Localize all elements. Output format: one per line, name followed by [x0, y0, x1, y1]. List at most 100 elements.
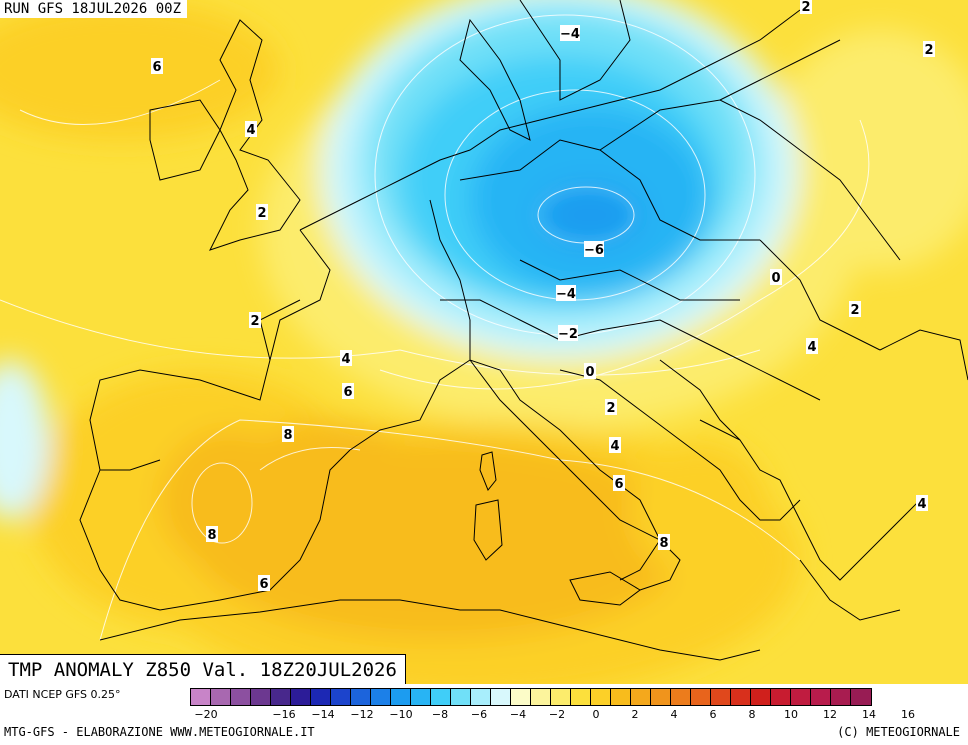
colorbar-tick-label: −2: [548, 708, 566, 721]
colorbar-swatch: [571, 689, 591, 705]
contour-label-bg: [806, 338, 818, 354]
colorbar-swatch: [671, 689, 691, 705]
colorbar-swatch: [591, 689, 611, 705]
contour-label: −6: [584, 243, 604, 258]
contour-label: 0: [771, 271, 780, 286]
colorbar-swatch: [311, 689, 331, 705]
colorbar-tick-label: −6: [470, 708, 488, 721]
contour-label-bg: [258, 575, 270, 591]
contour-label-bg: [800, 0, 812, 14]
colorbar-swatch: [731, 689, 751, 705]
contour-label-bg: [613, 475, 625, 491]
colorbar-swatch: [831, 689, 851, 705]
colorbar-swatch: [631, 689, 651, 705]
colorbar-ticks: −20−16−14−12−10−8−6−4−2024681012141620: [190, 708, 968, 722]
contour-label-bg: [249, 312, 261, 328]
contour-label: −4: [560, 27, 580, 42]
contour-label-bg: [282, 426, 294, 442]
contour-label: 4: [341, 352, 350, 367]
copyright-text: (C) METEOGIORNALE: [837, 725, 960, 739]
contour-label: −4: [556, 287, 576, 302]
colorbar-swatch: [351, 689, 371, 705]
colorbar-swatch: [211, 689, 231, 705]
contour-label: 2: [606, 401, 615, 416]
contour-label: 0: [585, 365, 594, 380]
contour-label: −2: [558, 327, 578, 342]
contour-label-bg: [256, 204, 268, 220]
colorbar-tick-label: −8: [431, 708, 449, 721]
contour-label: 2: [257, 206, 266, 221]
footer: DATI NCEP GFS 0.25° −20 −16 −14 −12 −10 −8 −6−…: [0, 684, 968, 745]
contour-label-bg: [923, 41, 935, 57]
anomaly-map: −4 −6 −4 −2 0 2 4 6 8 0 2 4 2 2 4 6 4 2 2 4 6 8 8 6: [0, 0, 968, 684]
colorbar-swatch: [411, 689, 431, 705]
colorbar-tick-label: 10: [784, 708, 798, 721]
contour-label-bg: [770, 269, 782, 285]
contour-label: 4: [610, 439, 619, 454]
colorbar-swatch: [651, 689, 671, 705]
contour-label: 8: [283, 428, 292, 443]
contour-label: 6: [259, 577, 268, 592]
contour-label-bg: [584, 241, 604, 257]
colorbar-tick-label: 6: [709, 708, 717, 721]
contour-label-bg: [151, 58, 163, 74]
contour-label: 2: [250, 314, 259, 329]
contour-label: 2: [801, 0, 810, 15]
colorbar-tick-label: 14: [862, 708, 876, 721]
contour-label-bg: [609, 437, 621, 453]
colorbar-tick-label: 2: [631, 708, 639, 721]
colorbar-tick-label: −16: [272, 708, 296, 721]
contour-label: 6: [614, 477, 623, 492]
map-title: TMP ANOMALY Z850 Val. 18Z20JUL2026: [0, 654, 406, 686]
colorbar-swatch: [371, 689, 391, 705]
contour-label: 2: [850, 303, 859, 318]
colorbar-swatch: [291, 689, 311, 705]
colorbar-swatch: [551, 689, 571, 705]
colorbar-tick-label: −4: [509, 708, 527, 721]
colorbar-tick-label: −12: [350, 708, 374, 721]
contour-label: 4: [246, 123, 255, 138]
contour-label-bg: [556, 285, 576, 301]
contour-label: 4: [917, 497, 926, 512]
data-source: DATI NCEP GFS 0.25°: [4, 688, 121, 701]
colorbar-swatch: [611, 689, 631, 705]
run-label: RUN GFS 18JUL2026 00Z: [0, 0, 188, 18]
colorbar-swatch: [491, 689, 511, 705]
colorbar-swatch: [791, 689, 811, 705]
colorbar-tick-label: −10: [389, 708, 413, 721]
colorbar-swatch: [851, 689, 871, 705]
colorbar-swatch: [331, 689, 351, 705]
colorbar-tick-label: −14: [311, 708, 335, 721]
colorbar-swatch: [451, 689, 471, 705]
colorbar: [190, 688, 872, 706]
contour-label-bg: [605, 399, 617, 415]
contour-label: 6: [343, 385, 352, 400]
colorbar-tick-label: 0: [592, 708, 600, 721]
colorbar-swatch: [471, 689, 491, 705]
contour-label: 8: [659, 536, 668, 551]
contour-label-bg: [849, 301, 861, 317]
colorbar-tick-label: 8: [748, 708, 756, 721]
contour-label-bg: [245, 121, 257, 137]
credit-text: MTG-GFS - ELABORAZIONE WWW.METEOGIORNALE…: [4, 725, 315, 739]
colorbar-tick-label: 4: [670, 708, 678, 721]
colorbar-swatch: [391, 689, 411, 705]
colorbar-tick-label: −20: [194, 708, 218, 721]
contour-label: 6: [152, 60, 161, 75]
contour-label-bg: [584, 363, 596, 379]
colorbar-swatch: [191, 689, 211, 705]
colorbar-swatch: [511, 689, 531, 705]
contour-label: 2: [924, 43, 933, 58]
colorbar-swatch: [231, 689, 251, 705]
colorbar-swatch: [271, 689, 291, 705]
colorbar-swatch: [691, 689, 711, 705]
contour-label-bg: [340, 350, 352, 366]
colorbar-swatch: [431, 689, 451, 705]
contour-label-bg: [342, 383, 354, 399]
colorbar-tick-label: 16: [901, 708, 915, 721]
contour-label: 4: [807, 340, 816, 355]
colorbar-swatch: [811, 689, 831, 705]
contour-label-bg: [560, 25, 580, 41]
colorbar-swatch: [771, 689, 791, 705]
contour-label-bg: [206, 526, 218, 542]
